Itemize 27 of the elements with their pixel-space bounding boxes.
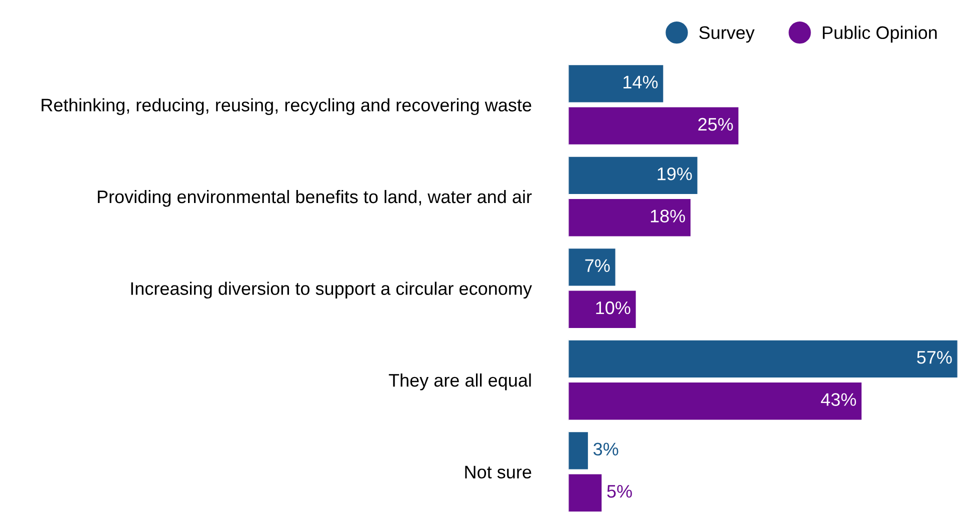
bar xyxy=(568,430,590,471)
bar xyxy=(568,247,617,288)
data-label: 14% xyxy=(624,76,658,88)
y-tick-label: Increasing diversion to support a circular economy xyxy=(131,282,532,299)
y-tick-label: Rethinking, reducing, reusing, recycling and recovering waste xyxy=(42,98,532,116)
data-label: 43% xyxy=(820,393,856,406)
data-label: 3% xyxy=(593,442,618,456)
bar xyxy=(568,338,958,379)
data-label: 18% xyxy=(650,210,686,222)
data-label: 10% xyxy=(596,301,630,314)
data-label: 19% xyxy=(658,167,692,180)
y-tick-label: Providing environmental benefits to land, water and air xyxy=(98,190,532,207)
bar xyxy=(568,155,699,196)
data-label: 57% xyxy=(917,351,952,364)
data-label: 25% xyxy=(698,118,733,131)
bar xyxy=(568,381,863,422)
legend-label: Public Opinion xyxy=(822,26,937,43)
bar xyxy=(568,64,665,104)
bar xyxy=(568,472,603,512)
bar xyxy=(568,198,692,238)
data-label: 7% xyxy=(585,259,610,272)
bar xyxy=(568,106,740,146)
legend-label: Survey xyxy=(699,26,755,43)
y-tick-label: They are all equal xyxy=(388,373,531,390)
data-label: 5% xyxy=(607,485,632,498)
y-tick-label: Not sure xyxy=(465,466,532,478)
bar xyxy=(568,289,638,330)
